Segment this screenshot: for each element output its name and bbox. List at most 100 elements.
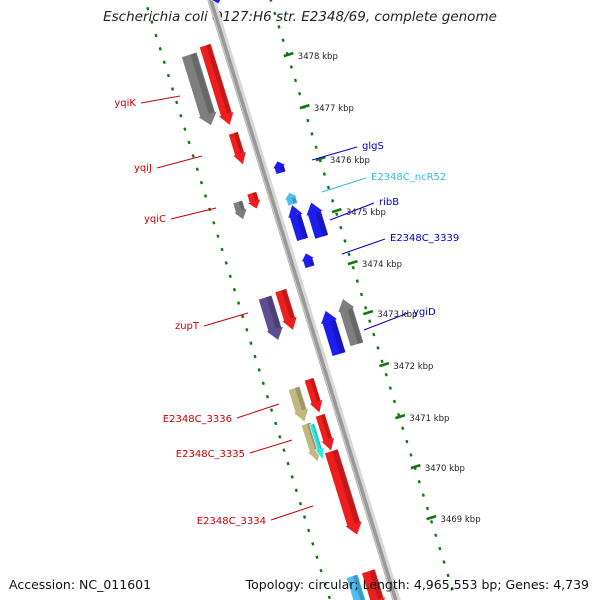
gene-label-yqiJ: yqiJ [134, 163, 152, 174]
left-rail-tick [224, 261, 228, 265]
scale-major-tick [379, 361, 390, 368]
gene-label-ygiD: ygiD [413, 307, 436, 318]
left-rail-tick [253, 354, 257, 359]
gene-arrow-small-blue [300, 252, 316, 269]
gene-arrow-E2348C_3336-khaki [287, 385, 310, 423]
gene-arrow-ygiD [320, 309, 347, 357]
gene-arrow-bottom-red [361, 568, 387, 600]
scale-major-tick [395, 413, 406, 420]
left-rail-tick [150, 20, 154, 24]
gene-arrow-E2348C_ncR52 [283, 192, 299, 207]
right-rail-tick [322, 172, 326, 176]
right-rail-tick [289, 65, 293, 69]
right-rail-tick [438, 546, 442, 551]
gene-arrow-E2348C_3334-shade [332, 449, 360, 524]
left-rail-tick [311, 542, 315, 546]
gene-arrow-yqiC-shade [252, 191, 259, 201]
right-rail-tick [376, 346, 380, 350]
right-rail-tick [277, 25, 281, 29]
gene-label-E2348C_3334: E2348C_3334 [197, 516, 266, 527]
left-rail-tick [265, 394, 270, 399]
left-rail-tick [154, 33, 158, 38]
gene-arrow-bottom-lightblue [345, 573, 367, 600]
right-rail-tick [314, 145, 318, 150]
right-rail-tick [417, 479, 421, 484]
gene-leader-line [236, 403, 280, 419]
left-rail-tick [274, 421, 278, 426]
scale-label: 3477 kbp [314, 104, 354, 114]
scale-label: 3476 kbp [330, 156, 370, 166]
right-rail-tick [359, 292, 364, 297]
left-rail-tick [146, 6, 150, 11]
scale-major-tick [362, 309, 374, 316]
left-rail-tick [286, 461, 290, 466]
right-rail-tick [281, 38, 285, 43]
map-title: Escherichia coli O127:H6 str. E2348/69, … [103, 9, 497, 25]
gene-arrow-zupT-purple-shade [266, 295, 281, 329]
right-rail-tick [434, 533, 438, 538]
right-rail-tick [392, 399, 397, 404]
gene-label-zupT: zupT [175, 321, 200, 332]
gene-arrow-ygiD-gray [337, 298, 365, 347]
gene-leader-line [363, 312, 409, 331]
scale-major-tick [347, 259, 358, 266]
gene-arrow-E2348C_3336-shade [309, 377, 321, 402]
scale-label: 3469 kbp [441, 515, 481, 525]
scale-major-tick [299, 103, 310, 110]
right-rail-tick [413, 466, 417, 471]
scale-label: 3474 kbp [362, 260, 402, 270]
right-rail-tick [306, 118, 310, 123]
left-rail-tick [294, 488, 298, 493]
gene-arrow-yqiC [246, 191, 262, 210]
right-rail-tick [380, 359, 384, 364]
right-rail-tick [425, 506, 430, 511]
gene-arrow-E2348C_3335-cyan-shade [312, 423, 322, 449]
scale-label: 3472 kbp [393, 362, 433, 372]
right-rail-tick [388, 386, 392, 390]
left-rail-tick [307, 528, 311, 533]
left-rail-tick [249, 341, 253, 345]
left-rail-tick [236, 301, 241, 305]
scale-major-tick [331, 207, 342, 214]
right-rail-tick [397, 413, 401, 417]
gene-leader-line [170, 207, 217, 220]
topology-text: Topology: circular; Length: 4,965,553 bp… [245, 577, 589, 592]
gene-label-glgS: glgS [362, 141, 384, 152]
right-rail-tick [326, 185, 331, 190]
right-rail-tick [343, 239, 347, 243]
left-rail-tick [179, 113, 183, 118]
gene-leader-line [329, 202, 375, 221]
gene-arrow-zupT-shade [281, 288, 295, 319]
gene-arrow-yqiK-gray-shade [190, 52, 215, 114]
right-rail-tick [339, 225, 343, 230]
left-rail-tick [278, 435, 282, 439]
backbone-line [207, 0, 398, 600]
left-rail-tick [261, 381, 265, 386]
right-rail-tick [372, 332, 376, 337]
left-rail-tick [319, 568, 323, 573]
gene-leader-line [249, 439, 293, 454]
right-rail-tick [293, 78, 298, 83]
left-rail-tick [257, 368, 261, 372]
right-rail-tick [401, 426, 405, 431]
left-rail-tick [302, 515, 307, 519]
left-rail-tick [298, 501, 303, 506]
left-rail-tick [241, 314, 245, 319]
gene-label-ribB: ribB [379, 197, 399, 208]
gene-leader-line [341, 238, 386, 255]
left-rail-tick [327, 595, 331, 600]
left-rail-tick [175, 100, 179, 105]
right-rail-tick [310, 132, 314, 136]
gene-arrow-ribB [287, 204, 309, 242]
right-rail-tick [405, 439, 409, 444]
gene-arrow-small-blue-shade [308, 258, 315, 267]
left-rail-tick [183, 127, 187, 131]
gene-arrow-E2348C_3336 [303, 377, 324, 414]
scale-label: 3475 kbp [346, 208, 386, 218]
left-rail-tick [170, 87, 175, 91]
left-rail-tick [195, 167, 199, 172]
gene-arrow-yqiK-shade [205, 43, 232, 114]
left-rail-tick [199, 180, 204, 185]
left-rail-tick [245, 328, 249, 332]
left-rail-tick [323, 582, 327, 586]
